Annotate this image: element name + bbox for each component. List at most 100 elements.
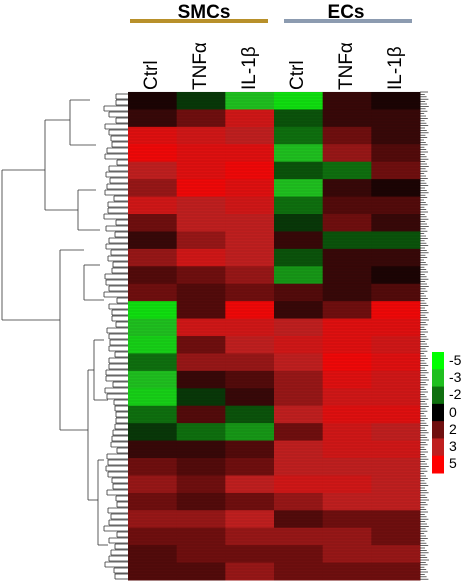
- heatmap-cell: [225, 248, 275, 267]
- heatmap-cell: [225, 144, 275, 163]
- heatmap-cell: [225, 458, 275, 476]
- heatmap-cell: [225, 196, 275, 215]
- heatmap-cell: [128, 510, 178, 529]
- heatmap-cell: [371, 248, 421, 267]
- heatmap-cell: [128, 440, 178, 459]
- heatmap-cell: [176, 214, 226, 232]
- heatmap-cell: [225, 109, 275, 128]
- heatmap-cell: [322, 492, 372, 511]
- heatmap-cell: [225, 510, 275, 529]
- heatmap-cell: [225, 545, 275, 564]
- heatmap-cell: [176, 510, 226, 529]
- heatmap-cell: [128, 318, 178, 337]
- heatmap-cell: [176, 109, 226, 128]
- heatmap-cell: [322, 196, 372, 215]
- heatmap-cell: [274, 248, 324, 267]
- heatmap-cell: [176, 405, 226, 424]
- heatmap-cell: [371, 353, 421, 372]
- heatmap-cell: [128, 423, 178, 442]
- legend-swatch: [432, 421, 444, 439]
- heatmap-cell: [322, 405, 372, 424]
- heatmap-cell: [128, 405, 178, 424]
- heatmap-cell: [371, 318, 421, 337]
- heatmap-cell: [225, 492, 275, 511]
- heatmap-cell: [225, 214, 275, 232]
- heatmap-cell: [225, 126, 275, 145]
- heatmap-cell: [225, 370, 275, 389]
- heatmap-cell: [225, 423, 275, 442]
- heatmap-cell: [176, 248, 226, 267]
- heatmap-cell: [225, 388, 275, 407]
- legend-swatch: [432, 455, 444, 474]
- heatmap-cell: [225, 92, 275, 110]
- heatmap-cell: [322, 562, 372, 581]
- heatmap-cell: [274, 370, 324, 389]
- heatmap-cell: [274, 475, 324, 494]
- heatmap-cell: [371, 405, 421, 424]
- heatmap-cell: [274, 179, 324, 198]
- heatmap-cell: [371, 231, 421, 250]
- heatmap-cell: [225, 179, 275, 198]
- heatmap-cell: [176, 283, 226, 302]
- heatmap-cell: [128, 126, 178, 145]
- heatmap-cell: [128, 283, 178, 302]
- heatmap-cell: [322, 440, 372, 459]
- heatmap-cell: [128, 248, 178, 267]
- heatmap-cell: [322, 475, 372, 494]
- heatmap-cell: [274, 545, 324, 564]
- heatmap-cell: [322, 266, 372, 285]
- heatmap-cell: [176, 231, 226, 250]
- heatmap-cell: [371, 527, 421, 546]
- heatmap-cell: [322, 179, 372, 198]
- heatmap-cell: [128, 231, 178, 250]
- heatmap-cell: [371, 161, 421, 180]
- heatmap-cell: [322, 144, 372, 163]
- heatmap-cell: [128, 388, 178, 407]
- heatmap-cell: [371, 266, 421, 285]
- heatmap-cell: [176, 336, 226, 354]
- heatmap-cell: [128, 196, 178, 215]
- heatmap-cell: [322, 161, 372, 180]
- heatmap-cell: [128, 336, 178, 354]
- heatmap-cell: [322, 231, 372, 250]
- heatmap-cell: [176, 545, 226, 564]
- heatmap-cell: [176, 527, 226, 546]
- heatmap-cell: [176, 161, 226, 180]
- heatmap-cell: [274, 405, 324, 424]
- heatmap-cell: [274, 318, 324, 337]
- heatmap-cell: [322, 301, 372, 320]
- heatmap-cell: [371, 144, 421, 163]
- heatmap-cell: [274, 214, 324, 232]
- legend-label: -2: [449, 386, 462, 403]
- heatmap-cell: [274, 336, 324, 354]
- heatmap-cell: [371, 510, 421, 529]
- heatmap-cell: [225, 562, 275, 581]
- heatmap-cell: [274, 458, 324, 476]
- heatmap-cell: [128, 458, 178, 476]
- heatmap-cell: [176, 126, 226, 145]
- legend-label: 3: [449, 438, 457, 455]
- heatmap-cell: [371, 492, 421, 511]
- heatmap-cell: [128, 492, 178, 511]
- heatmap-cell: [371, 109, 421, 128]
- heatmap-cell: [176, 144, 226, 163]
- heatmap-cell: [322, 545, 372, 564]
- heatmap-cell: [128, 109, 178, 128]
- heatmap-cell: [322, 370, 372, 389]
- heatmap-cell: [322, 318, 372, 337]
- heatmap-cell: [225, 527, 275, 546]
- heatmap-cell: [322, 109, 372, 128]
- heatmap-cell: [176, 458, 226, 476]
- heatmap-cell: [176, 92, 226, 110]
- group-bar-ecs: [284, 19, 412, 23]
- heatmap-cell: [371, 388, 421, 407]
- heatmap-cell: [274, 388, 324, 407]
- heatmap-cell: [371, 301, 421, 320]
- heatmap-cell: [322, 353, 372, 372]
- heatmap-cell: [274, 109, 324, 128]
- heatmap-cell: [176, 475, 226, 494]
- legend-label: -3: [449, 368, 462, 385]
- heatmap-cell: [322, 336, 372, 354]
- heatmap-cell: [274, 126, 324, 145]
